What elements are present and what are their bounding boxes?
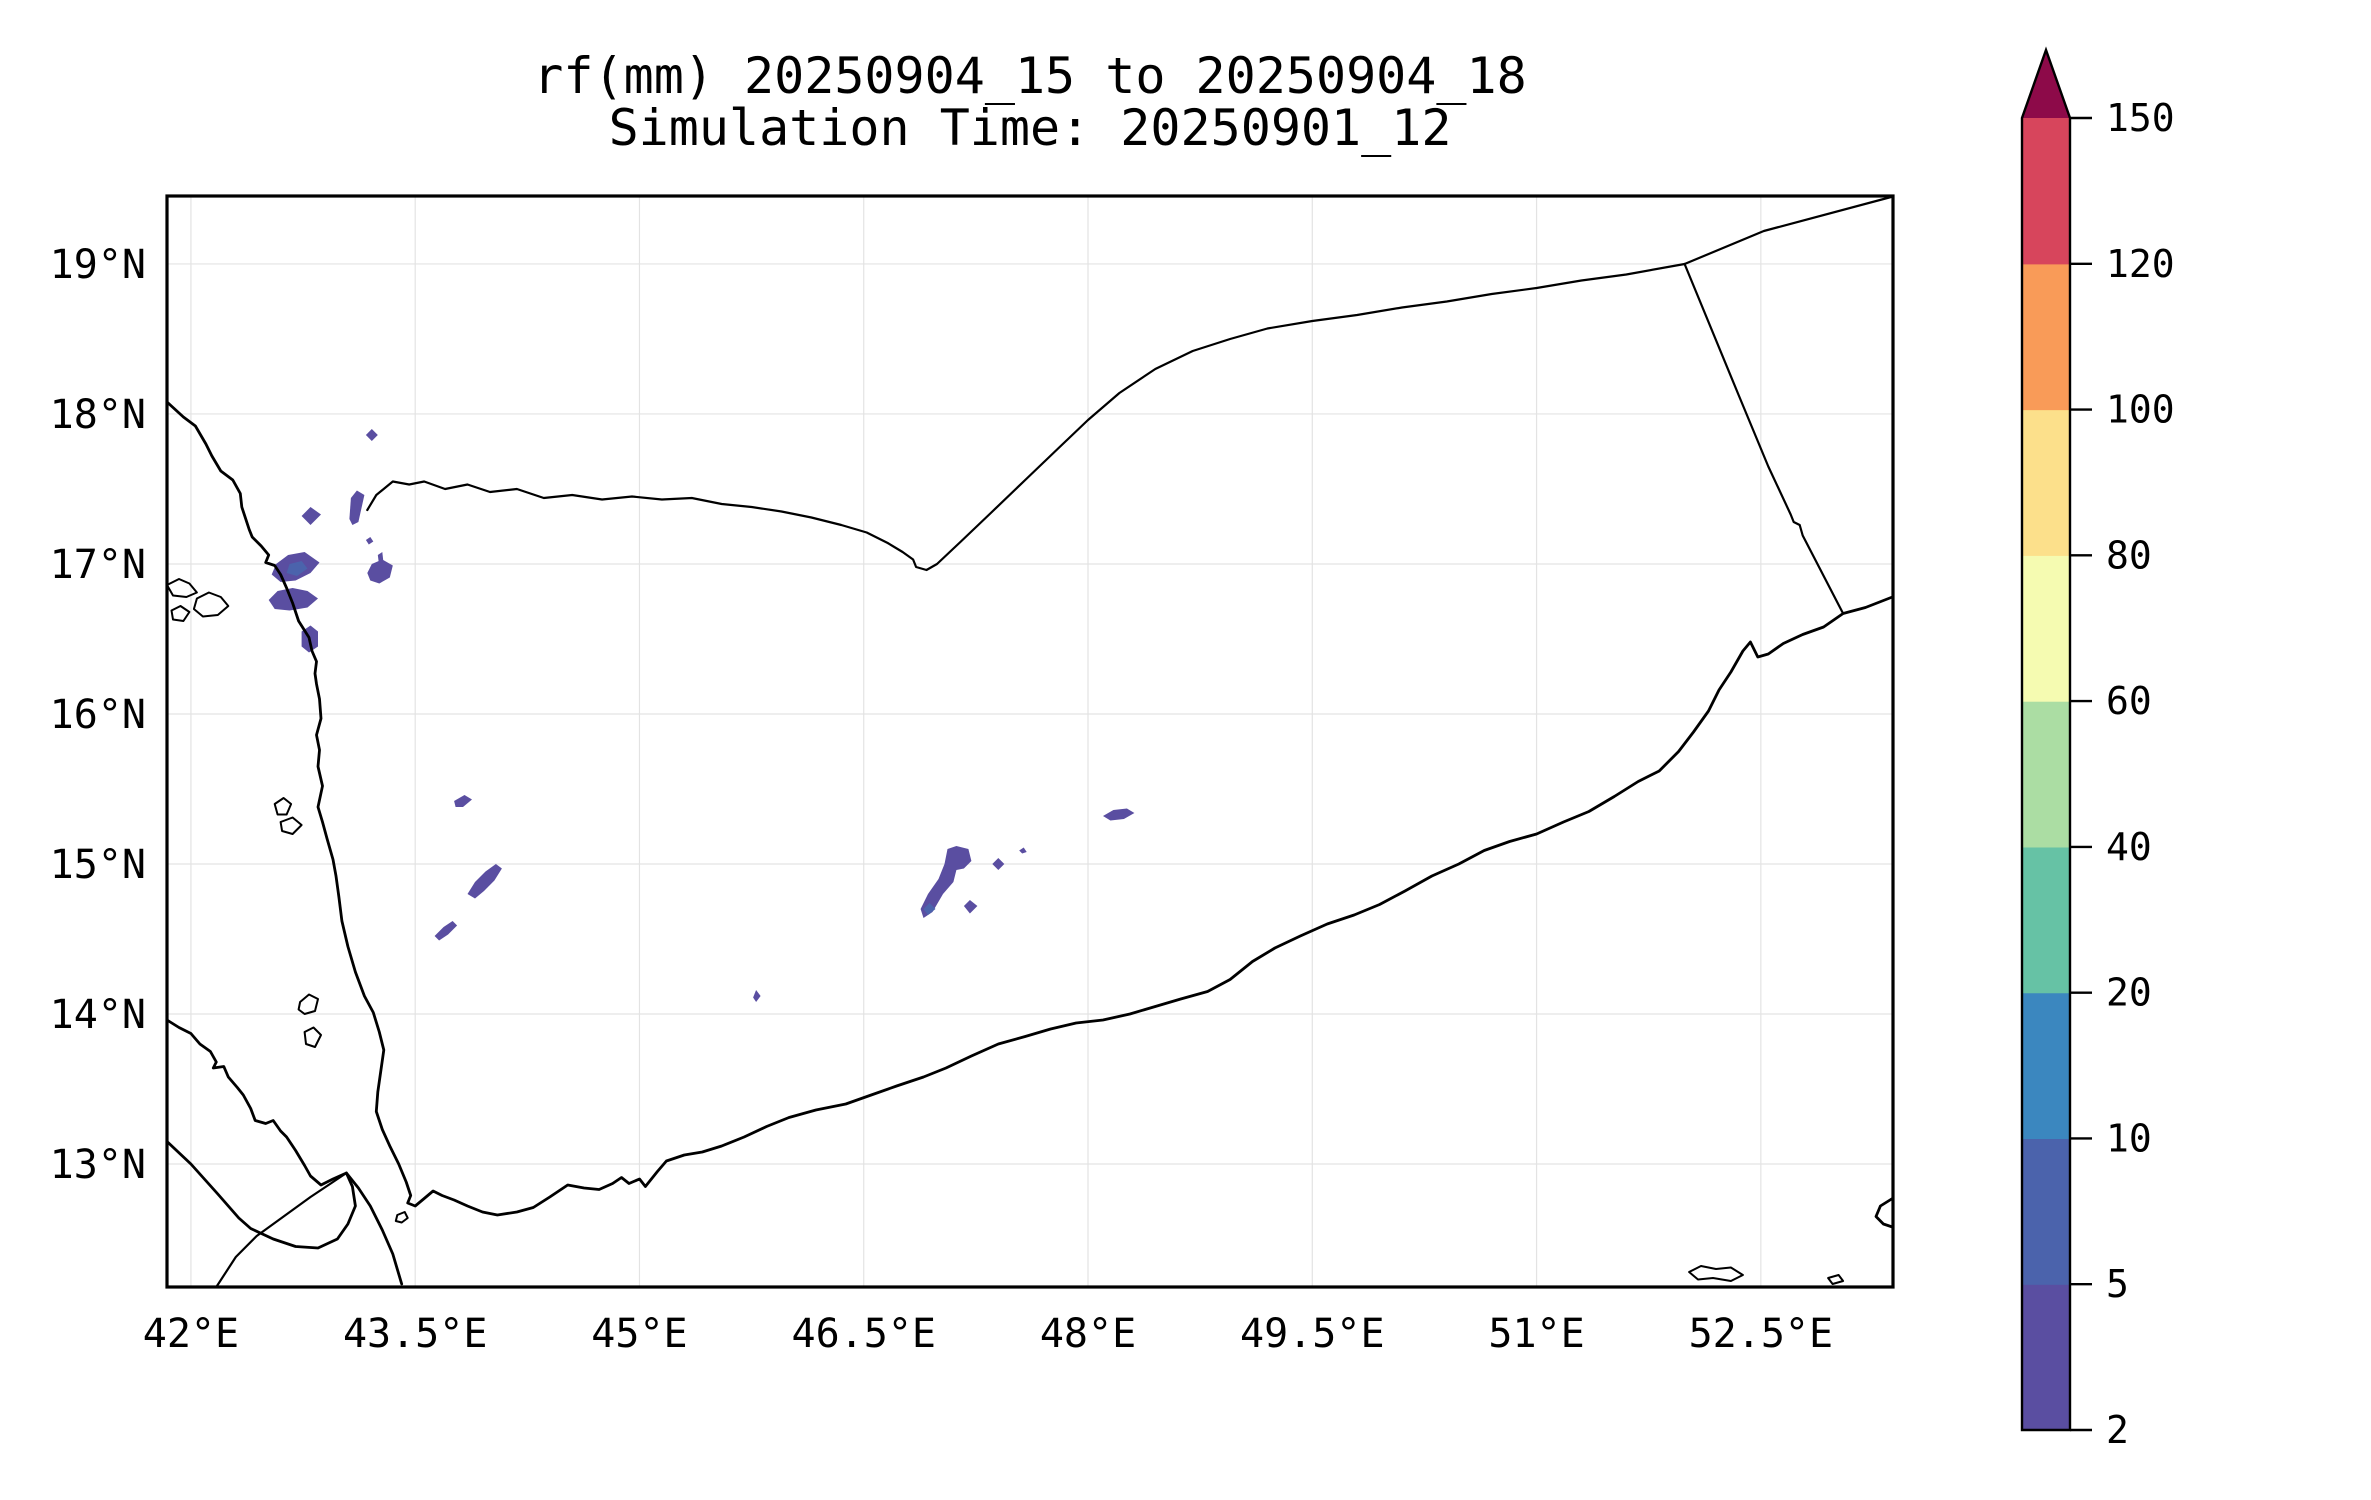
x-tick-label: 42°E	[143, 1311, 239, 1357]
y-tick-label: 19°N	[50, 242, 146, 288]
figure-subtitle: Simulation Time: 20250901_12	[608, 99, 1452, 157]
colorbar-tick-label: 5	[2106, 1262, 2129, 1306]
island-path-kamaran-island-2	[279, 816, 303, 835]
x-tick-label: 46.5°E	[791, 1311, 936, 1357]
coast-path-africa-red-sea-coast	[165, 1018, 404, 1286]
island-path-small-island-east	[1827, 1274, 1845, 1285]
island-path-farasan-island-3	[170, 605, 191, 622]
colorbar-segment-100-120	[2022, 263, 2070, 411]
colorbar-tick-label: 40	[2106, 825, 2152, 869]
rain-patch-2-5mm	[365, 537, 374, 545]
border-path-saudi-yemen-border	[366, 262, 1686, 572]
island-path-perim-island	[394, 1211, 409, 1224]
x-tick-label: 51°E	[1488, 1311, 1584, 1357]
colorbar-tick-label: 10	[2106, 1116, 2152, 1160]
rain-patch-2-5mm	[992, 858, 1005, 870]
y-tick-label: 17°N	[50, 542, 146, 588]
rain-patch-2-5mm	[467, 864, 502, 899]
y-tick-label: 18°N	[50, 392, 146, 438]
rain-patch-2-5mm	[753, 990, 761, 1002]
colorbar-extend-arrow	[2022, 50, 2070, 118]
rain-patch-2-5mm	[454, 795, 472, 807]
colorbar-tick-label: 120	[2106, 242, 2175, 286]
rain-patch-2-5mm	[1019, 847, 1027, 854]
coast-path-socotra-west-tip	[1874, 1197, 1894, 1229]
border-path-africa-border	[215, 1171, 348, 1289]
colorbar-segment-5-10	[2022, 1138, 2070, 1285]
colorbar-tick-label: 150	[2106, 96, 2175, 140]
figure-title: rf(mm) 20250904_15 to 20250904_18	[533, 47, 1527, 105]
island-path-farasan-island-2	[192, 591, 230, 618]
colorbar-segment-10-20	[2022, 992, 2070, 1140]
y-tick-label: 13°N	[50, 1142, 146, 1188]
coast-path-arabia-west-south-coast	[165, 400, 1894, 1217]
colorbar-segment-20-40	[2022, 846, 2070, 994]
x-tick-label: 48°E	[1040, 1311, 1136, 1357]
y-tick-label: 16°N	[50, 692, 146, 738]
colorbar-tick-label: 20	[2106, 971, 2152, 1015]
rain-patch-5-10mm	[923, 903, 936, 915]
border-path-yemen-oman-border	[1683, 262, 1845, 615]
colorbar-tick-label: 80	[2106, 533, 2152, 577]
island-path-hanish-island	[303, 1026, 322, 1048]
x-tick-label: 43.5°E	[343, 1311, 488, 1357]
island-path-farasan-island-1	[166, 578, 198, 598]
colorbar-segment-60-80	[2022, 555, 2070, 702]
colorbar-outline	[2020, 46, 2072, 1432]
rain-patch-2-5mm	[365, 429, 378, 441]
coast-path-djibouti-coast	[165, 1140, 357, 1250]
rain-patch-2-5mm	[367, 559, 393, 584]
rain-patch-2-5mm	[268, 588, 318, 611]
x-tick-label: 52.5°E	[1689, 1311, 1834, 1357]
colorbar-segment-80-100	[2022, 409, 2070, 556]
x-tick-label: 45°E	[591, 1311, 687, 1357]
rain-patch-2-5mm	[963, 900, 978, 914]
x-tick-label: 49.5°E	[1240, 1311, 1385, 1357]
rain-patch-2-5mm	[349, 490, 365, 525]
plot-border	[165, 194, 1895, 1289]
rain-patch-5-10mm	[286, 561, 308, 576]
island-path-abd-al-kuri-island	[1688, 1265, 1744, 1282]
colorbar-segment-40-60	[2022, 701, 2070, 848]
rain-patch-2-5mm	[920, 846, 972, 918]
rain-patch-2-5mm	[301, 507, 321, 525]
rain-patch-2-5mm	[1103, 808, 1135, 821]
island-path-kamaran-island-1	[273, 797, 293, 816]
colorbar-segment-2-5	[2022, 1284, 2070, 1431]
rain-patch-2-5mm	[434, 921, 458, 941]
colorbar-segment-120-150	[2022, 118, 2070, 265]
island-path-zuqar-island	[297, 993, 319, 1015]
colorbar-tick-label: 2	[2106, 1408, 2129, 1452]
colorbar-tick-label: 60	[2106, 679, 2152, 723]
border-path-saudi-oman-border	[1683, 195, 1895, 266]
y-tick-label: 14°N	[50, 992, 146, 1038]
colorbar-tick-label: 100	[2106, 388, 2175, 432]
y-tick-label: 15°N	[50, 842, 146, 888]
